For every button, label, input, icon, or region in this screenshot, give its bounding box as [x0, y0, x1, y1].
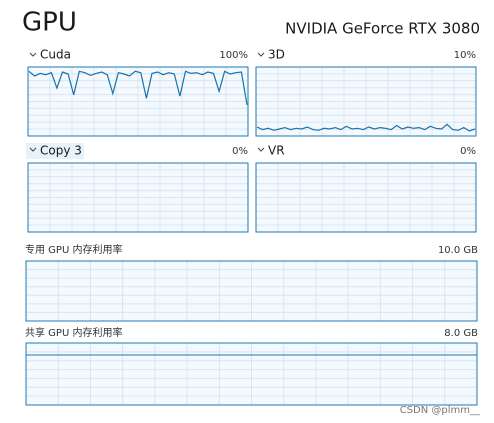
engine-name[interactable]: Cuda [40, 48, 71, 62]
engine-percent: 0% [232, 146, 248, 157]
engine-percent: 10% [454, 50, 476, 61]
chevron[interactable] [257, 52, 265, 57]
memory-label: 共享 GPU 内存利用率 [25, 326, 122, 339]
watermark: CSDN @plmm__ [400, 405, 481, 416]
chevron[interactable] [29, 52, 37, 57]
chevron[interactable] [257, 147, 265, 152]
graph-border [25, 260, 478, 322]
chevron[interactable] [29, 147, 37, 152]
utilization-line [28, 70, 248, 105]
graph-border [25, 342, 478, 406]
engine-name[interactable]: Copy 3 [40, 144, 82, 158]
memory-size: 8.0 GB [444, 328, 478, 339]
utilization-line [256, 123, 476, 132]
selected-highlight [26, 143, 84, 159]
engine-percent: 100% [219, 50, 248, 61]
page-title: GPU [22, 8, 77, 38]
graph-border [27, 66, 249, 137]
graph-border [255, 66, 477, 137]
graph-border [255, 162, 477, 233]
memory-size: 10.0 GB [438, 245, 478, 256]
engine-name[interactable]: 3D [268, 48, 285, 62]
engine-percent: 0% [460, 146, 476, 157]
graph-border [27, 162, 249, 233]
device-name: NVIDIA GeForce RTX 3080 [285, 20, 480, 38]
memory-label: 专用 GPU 内存利用率 [25, 243, 122, 256]
engine-name[interactable]: VR [268, 144, 285, 158]
